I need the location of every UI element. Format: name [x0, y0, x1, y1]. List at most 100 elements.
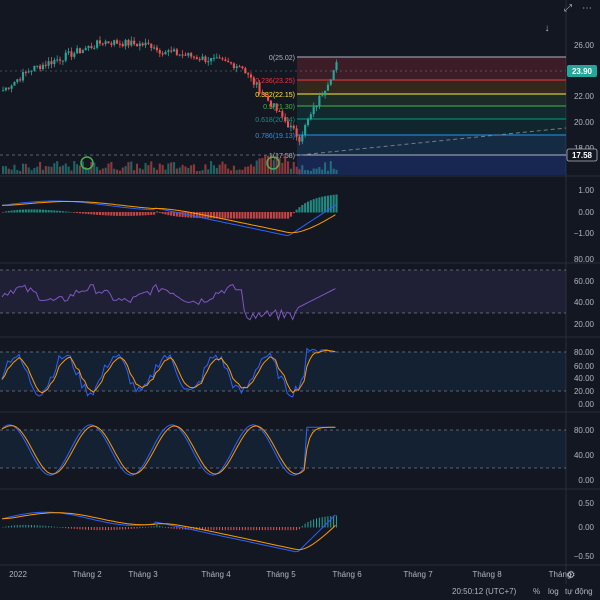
volume-bar — [13, 164, 16, 174]
macd-histogram-bar — [215, 212, 218, 219]
volume-bar — [284, 155, 287, 174]
volume-bar — [96, 166, 99, 174]
macd-histogram-bar — [207, 212, 210, 219]
fib-level-label: 0.236(23.25) — [255, 78, 295, 85]
volume-bar — [212, 165, 215, 174]
osc-histogram-bar — [62, 527, 64, 528]
fib-extension-zone — [297, 155, 566, 175]
candle-body — [218, 57, 221, 59]
osc-histogram-bar — [190, 527, 192, 530]
volume-bar — [241, 169, 244, 174]
candle-body — [227, 60, 230, 63]
osc-histogram-bar — [28, 524, 30, 528]
candle-body — [96, 40, 99, 48]
macd-histogram-bar — [255, 212, 258, 219]
macd-histogram-bar — [173, 212, 176, 217]
macd-histogram-bar — [304, 203, 307, 213]
macd-histogram-bar — [90, 212, 93, 215]
volume-bar — [173, 162, 176, 174]
volume-bar — [306, 170, 310, 174]
volume-bar — [264, 155, 267, 174]
macd-histogram-bar — [118, 212, 121, 216]
volume-bar — [21, 163, 25, 174]
signal-marker — [266, 156, 280, 170]
volume-bar — [252, 166, 255, 174]
osc-histogram-bar — [276, 527, 278, 531]
macd-histogram-bar — [135, 212, 139, 216]
osc-histogram-bar — [16, 525, 18, 528]
macd-histogram-bar — [16, 209, 19, 213]
candle-body — [153, 47, 156, 49]
osc-histogram-bar — [33, 525, 35, 528]
macd-histogram-bar — [235, 212, 238, 219]
macd-histogram-bar — [4, 211, 7, 213]
osc-histogram-bar — [230, 527, 232, 531]
auto-toggle[interactable]: tự động — [565, 587, 593, 596]
settings-icon[interactable]: ⚙ — [566, 570, 576, 581]
volume-bar — [53, 163, 56, 174]
candle-body — [138, 43, 141, 47]
candle-body — [272, 103, 275, 107]
macd-histogram-bar — [81, 212, 84, 214]
macd-histogram-bar — [232, 212, 235, 219]
candle-body — [261, 93, 264, 95]
candle-body — [144, 42, 147, 46]
stoch1-tick: 80.00 — [574, 348, 595, 357]
osc-histogram-bar — [19, 525, 21, 528]
arrow-down-icon[interactable]: ↓ — [544, 23, 550, 34]
candle-body — [41, 64, 44, 70]
volume-bar — [261, 158, 264, 174]
candle-body — [101, 43, 104, 45]
candle-body — [2, 90, 5, 92]
macd-histogram-bar — [124, 212, 127, 216]
volume-bar — [19, 170, 22, 174]
expand-icon[interactable]: ⤢ — [564, 3, 572, 14]
macd-histogram-bar — [73, 212, 76, 213]
volume-bar — [41, 169, 44, 174]
volume-bar — [227, 168, 230, 174]
osc-histogram-bar — [219, 527, 221, 531]
osc-histogram-bar — [70, 527, 72, 529]
candle-body — [178, 54, 181, 56]
macd-histogram-bar — [192, 212, 196, 218]
candle-body — [210, 57, 213, 62]
volume-bar — [167, 163, 170, 174]
candle-body — [116, 40, 119, 44]
candle-body — [70, 51, 73, 57]
candle-body — [33, 65, 36, 71]
volume-bar — [221, 161, 224, 174]
osc-histogram-bar — [119, 527, 121, 530]
macd-histogram-bar — [252, 212, 255, 219]
percent-toggle[interactable]: % — [533, 587, 541, 596]
log-toggle[interactable]: log — [548, 587, 559, 596]
macd-histogram-bar — [181, 212, 184, 218]
candle-body — [130, 40, 133, 46]
osc-histogram-bar — [310, 520, 312, 528]
candle-body — [212, 57, 215, 59]
macd-histogram-bar — [332, 194, 335, 213]
osc-histogram-bar — [136, 527, 138, 529]
osc-histogram-bar — [227, 527, 229, 531]
candle-body — [238, 66, 241, 68]
osc-histogram-bar — [253, 527, 255, 531]
candle-body — [67, 51, 70, 53]
candle-body — [269, 100, 272, 107]
volume-bar — [321, 169, 324, 174]
candle-body — [147, 42, 150, 44]
more-icon[interactable]: ⋯ — [582, 3, 592, 14]
osc-histogram-bar — [284, 527, 286, 531]
osc-histogram-bar — [216, 527, 218, 531]
rsi-tick: 60.00 — [574, 277, 595, 286]
osc-histogram-bar — [264, 527, 266, 531]
candle-body — [207, 61, 210, 63]
volume-bar — [190, 165, 193, 174]
candle-body — [93, 47, 96, 49]
candle-body — [155, 47, 158, 51]
candle-body — [252, 77, 255, 85]
osc-histogram-bar — [207, 527, 209, 531]
volume-bar — [70, 170, 73, 174]
volume-bar — [138, 168, 141, 174]
volume-bar — [309, 170, 312, 174]
